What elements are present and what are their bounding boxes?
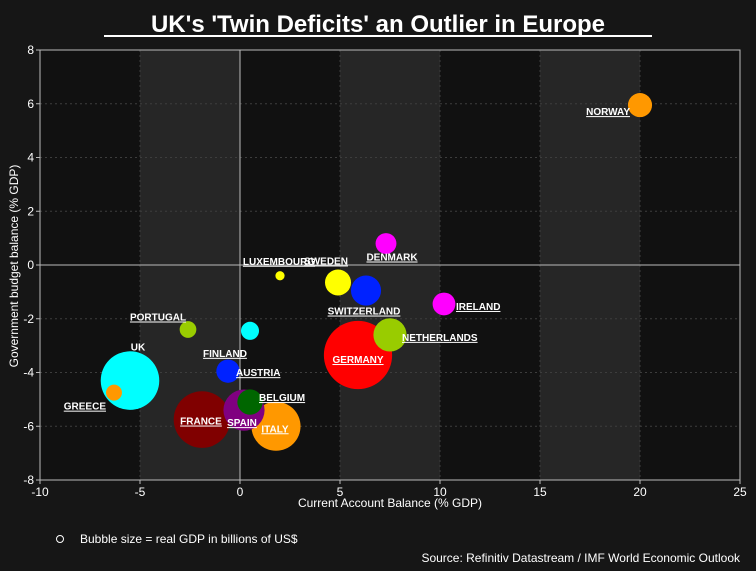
x-tick-label: 0	[237, 485, 244, 499]
y-tick-label: 0	[27, 258, 34, 272]
label-greece: GREECE	[64, 402, 107, 413]
bubble-labels: NORWAY DENMARK SWEDEN SWITZERLAND LUXEMBOURG…	[64, 107, 631, 435]
x-tick-label: 10	[433, 485, 447, 499]
bubble-uk	[100, 351, 160, 410]
label-sweden: SWEDEN	[304, 256, 348, 267]
x-tick-label: 20	[633, 485, 647, 499]
x-tick-label: 5	[337, 485, 344, 499]
label-france: FRANCE	[180, 417, 222, 428]
label-italy: ITALY	[261, 424, 289, 435]
legend-note: Bubble size = real GDP in billions of US…	[80, 532, 298, 546]
y-tick-label: 8	[27, 43, 34, 57]
label-luxembourg: LUXEMBOURG	[243, 257, 315, 268]
y-tick-label: -6	[23, 419, 34, 433]
y-tick-label: -8	[23, 473, 34, 487]
x-tick-label: 25	[733, 485, 747, 499]
bubble-france	[173, 391, 231, 448]
bubbles	[100, 93, 653, 451]
legend-bubble-icon	[56, 535, 64, 543]
y-tick-label: -2	[23, 312, 34, 326]
label-norway: NORWAY	[586, 107, 630, 118]
x-tick-label: -5	[135, 485, 146, 499]
label-switzerland: SWITZERLAND	[328, 307, 401, 318]
bubble-portugal	[179, 321, 197, 338]
label-ireland: IRELAND	[456, 302, 500, 313]
label-germany: GERMANY	[332, 355, 383, 366]
label-denmark: DENMARK	[366, 253, 418, 264]
label-belgium: BELGIUM	[259, 393, 305, 404]
y-tick-label: 4	[27, 151, 34, 165]
x-axis-label: Current Account Balance (% GDP)	[298, 496, 482, 510]
plot-frame	[39, 49, 741, 481]
bubble-switzerland	[350, 275, 382, 306]
y-axis-label: Government budget balance (% GDP)	[7, 165, 21, 368]
bubble-denmark	[375, 233, 397, 254]
label-austria: AUSTRIA	[236, 368, 280, 379]
bubble-netherlands	[373, 318, 407, 352]
axis-ticks: -10 -5 0 5 10 15 20 25 -8 -6 -4 -2 0 2 4 6 8	[23, 43, 747, 499]
bubble-austria	[216, 359, 240, 383]
x-tick-label: 15	[533, 485, 547, 499]
x-tick-label: -10	[31, 485, 49, 499]
chart-title: UK's 'Twin Deficits' an Outlier in Europ…	[151, 11, 605, 38]
bubble-norway	[627, 93, 653, 118]
bubble-belgium	[237, 389, 263, 415]
y-tick-label: -4	[23, 366, 34, 380]
bubble-greece	[106, 384, 122, 401]
label-uk: UK	[131, 343, 146, 354]
bubble-luxembourg	[275, 271, 285, 281]
label-finland: FINLAND	[203, 349, 247, 360]
y-tick-label: 2	[27, 204, 34, 218]
label-netherlands: NETHERLANDS	[402, 333, 478, 344]
label-portugal: PORTUGAL	[130, 313, 186, 324]
bubble-sweden	[324, 269, 352, 296]
bubble-ireland	[432, 292, 456, 316]
source-note: Source: Refinitiv Datastream / IMF World…	[421, 551, 741, 565]
label-spain: SPAIN	[227, 418, 257, 429]
y-tick-label: 6	[27, 97, 34, 111]
bubble-finland	[240, 321, 260, 340]
